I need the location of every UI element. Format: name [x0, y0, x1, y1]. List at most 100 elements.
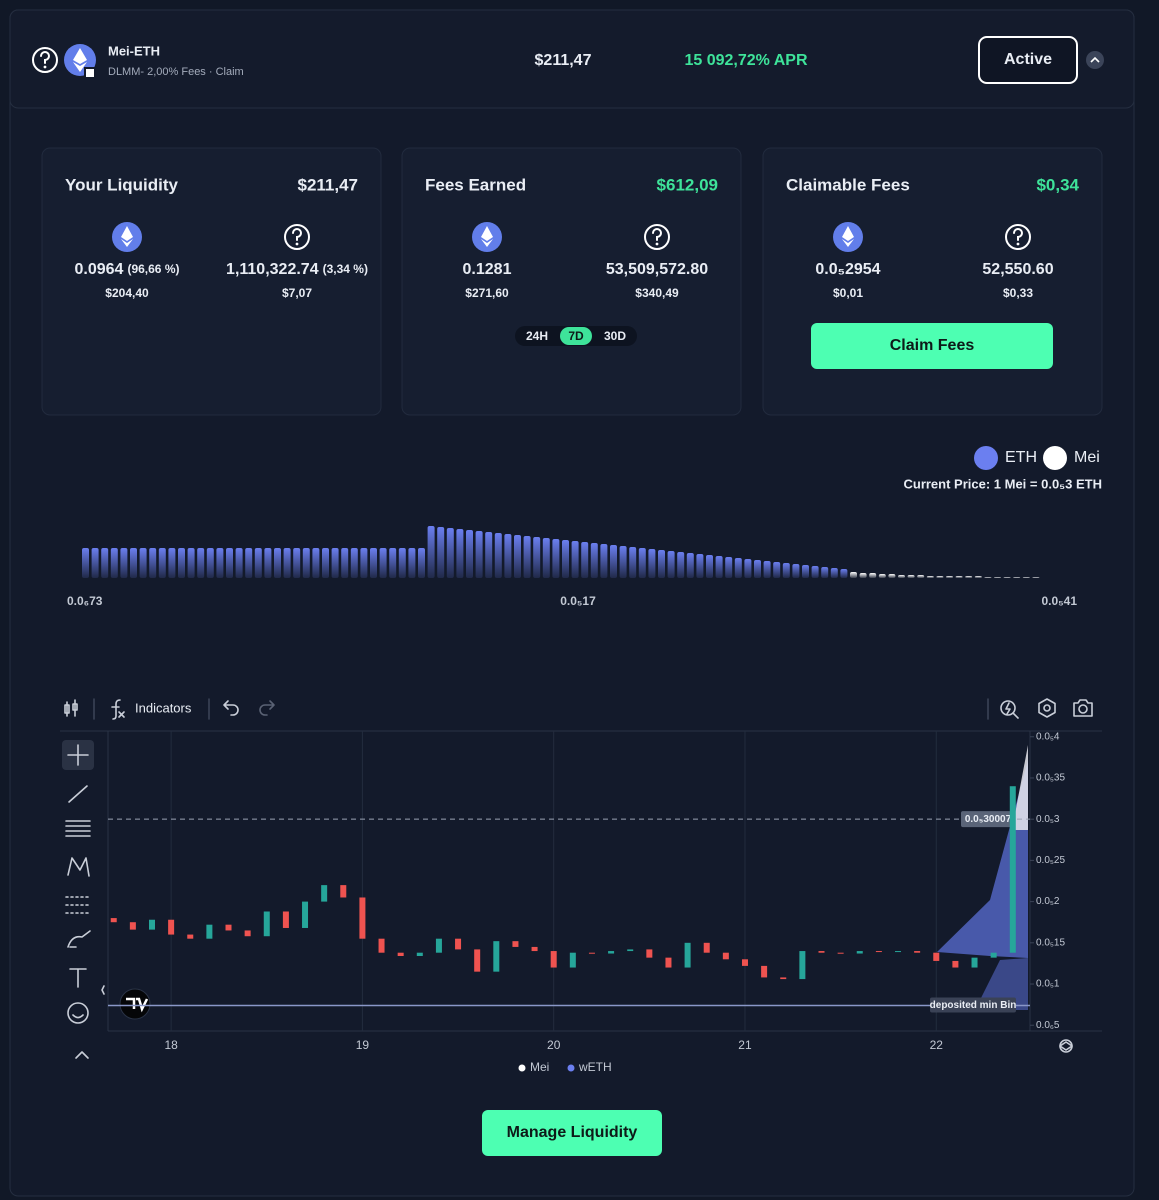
help-icon[interactable] [32, 47, 58, 73]
unknown-token-icon [1005, 224, 1031, 250]
manage-liquidity-button[interactable] [482, 1110, 662, 1156]
token-amount: 0.0₅2954 [815, 261, 880, 278]
candle-body [952, 960, 959, 968]
candle-body [359, 897, 366, 939]
candle-body [684, 942, 691, 968]
fx-icon[interactable] [111, 699, 125, 720]
liquidity-bin [197, 548, 205, 578]
x-tick-label: 22 [930, 1038, 944, 1052]
camera-lens [1078, 704, 1088, 714]
liquidity-bin [725, 557, 733, 578]
candle-body [416, 952, 423, 956]
bin-price-label: 0.0₅17 [560, 594, 596, 608]
liquidity-bin [446, 528, 454, 578]
axis-settings-ring [1059, 1039, 1073, 1053]
liquidity-bin [523, 536, 531, 578]
candle-body [340, 885, 347, 898]
liquidity-bin [734, 558, 742, 578]
claim-button[interactable] [811, 323, 1053, 369]
fib-tool[interactable] [65, 820, 91, 837]
chart-type-icon[interactable] [64, 699, 78, 717]
liquidity-bin [965, 576, 973, 578]
period-option[interactable]: 7D [568, 329, 584, 343]
status-button[interactable] [978, 36, 1078, 84]
liquidity-bin [216, 548, 224, 578]
token-amount: 0.1281 [463, 261, 512, 278]
liquidity-overlay [937, 760, 1028, 958]
period-option[interactable]: 24H [526, 329, 548, 343]
pair-name: Mei-ETH [108, 43, 160, 58]
legend-swatch [1043, 446, 1067, 470]
undo-icon[interactable] [223, 700, 239, 716]
candle-body [608, 951, 615, 954]
candle-body [1009, 786, 1016, 953]
pattern-tool[interactable] [67, 857, 90, 877]
liquidity-bin [168, 548, 176, 578]
liquidity-bin [773, 562, 781, 578]
y-tick-label: 0.0₆5 [1036, 1020, 1060, 1031]
liquidity-bin [254, 548, 262, 578]
liquidity-bin [514, 535, 521, 578]
collapse-chevron [1090, 56, 1100, 63]
pair-subtitle: DLMM- 2,00% Fees · Claim [108, 66, 244, 78]
token-amount-line: 1,110,322.74 (3,34 %) [226, 261, 368, 278]
liquidity-bin [869, 573, 877, 578]
candle-body [474, 949, 481, 972]
unknown-token-dot [655, 242, 659, 246]
y-tick-label: 0.0₅2 [1036, 896, 1060, 907]
bin-price-label: 0.0₅41 [1041, 594, 1077, 608]
indicators-button[interactable]: Indicators [135, 700, 192, 715]
camera-icon[interactable] [1073, 699, 1093, 717]
more-tools[interactable] [75, 1051, 89, 1059]
candle-body [914, 951, 921, 953]
candle-body [895, 951, 902, 953]
liquidity-bin [590, 543, 598, 578]
liquidity-bin [206, 548, 214, 578]
liquidity-bin [619, 546, 627, 578]
liquidity-bin [850, 572, 857, 578]
trendline-tool[interactable] [68, 785, 88, 803]
stat-card [401, 147, 742, 416]
period-active [560, 327, 592, 345]
y-tick-label: 0.0₅1 [1036, 979, 1060, 990]
redo-icon[interactable] [259, 700, 275, 716]
period-option[interactable]: 30D [604, 329, 626, 343]
liquidity-bin [456, 529, 464, 578]
collapse-tools[interactable] [101, 985, 105, 995]
price-tag [961, 811, 1015, 828]
candle-body [665, 957, 672, 968]
alert-icon[interactable] [1000, 700, 1016, 716]
liquidity-bin [475, 531, 483, 578]
liquidity-bin [754, 560, 761, 578]
candle-body [187, 934, 194, 939]
x-tick-label: 18 [164, 1038, 178, 1052]
candle-body [206, 924, 213, 939]
liquidity-bin [408, 548, 416, 578]
liquidity-bin [91, 548, 99, 578]
text-tool[interactable] [69, 968, 87, 988]
liquidity-bin [302, 548, 310, 578]
collapse-button[interactable] [1086, 51, 1104, 69]
liquidity-bin [1003, 577, 1011, 578]
token-usd: $340,49 [635, 286, 679, 300]
candle-body [722, 952, 729, 960]
liquidity-bin [418, 548, 425, 578]
liquidity-bin [1022, 577, 1030, 578]
emoji-tool[interactable] [67, 1002, 89, 1024]
liquidity-bin [648, 549, 656, 578]
token-share: (3,34 %) [323, 262, 368, 276]
token-amount: 1,110,322.74 [226, 261, 319, 278]
projection-tool[interactable] [65, 896, 91, 914]
settings-icon[interactable] [1038, 698, 1056, 718]
liquidity-bin [533, 537, 541, 578]
liquidity-bin [581, 542, 589, 578]
liquidity-bin [283, 548, 291, 578]
candle-body [990, 952, 997, 958]
brush-tool[interactable] [67, 930, 91, 948]
liquidity-bin [907, 575, 915, 578]
liquidity-bin [811, 566, 819, 578]
card-total: $0,34 [1036, 175, 1079, 194]
y-tick-label: 0.0₅3 [1036, 814, 1060, 825]
crosshair-tool[interactable] [67, 744, 89, 766]
liquidity-bin [245, 548, 253, 578]
